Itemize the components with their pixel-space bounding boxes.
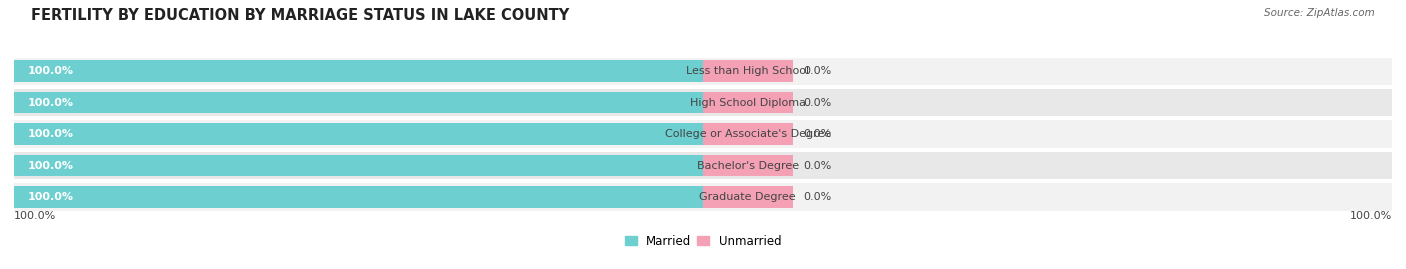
Bar [14,123,703,145]
Bar [14,92,703,113]
Bar [703,92,793,113]
Text: 0.0%: 0.0% [803,192,831,202]
Text: 0.0%: 0.0% [803,98,831,108]
Text: 100.0%: 100.0% [28,98,75,108]
Bar [14,183,1392,211]
Bar [14,152,1392,179]
Bar [703,123,793,145]
Bar [14,58,1392,85]
Text: Less than High School: Less than High School [686,66,810,76]
Text: 0.0%: 0.0% [803,161,831,171]
Text: College or Associate's Degree: College or Associate's Degree [665,129,831,139]
Text: 100.0%: 100.0% [28,129,75,139]
Bar [703,60,793,82]
Bar [14,155,703,176]
Text: Bachelor's Degree: Bachelor's Degree [697,161,799,171]
Text: 100.0%: 100.0% [14,211,56,221]
Bar [14,121,1392,148]
Text: Graduate Degree: Graduate Degree [699,192,796,202]
Bar [14,60,703,82]
Bar [14,89,1392,116]
Bar [703,186,793,208]
Text: 100.0%: 100.0% [28,66,75,76]
Text: High School Diploma: High School Diploma [690,98,806,108]
Legend: Married, Unmarried: Married, Unmarried [620,230,786,253]
Bar [14,186,703,208]
Text: 100.0%: 100.0% [1350,211,1392,221]
Text: 0.0%: 0.0% [803,129,831,139]
Bar [703,155,793,176]
Text: Source: ZipAtlas.com: Source: ZipAtlas.com [1264,8,1375,18]
Text: FERTILITY BY EDUCATION BY MARRIAGE STATUS IN LAKE COUNTY: FERTILITY BY EDUCATION BY MARRIAGE STATU… [31,8,569,23]
Text: 100.0%: 100.0% [28,161,75,171]
Text: 100.0%: 100.0% [28,192,75,202]
Text: 0.0%: 0.0% [803,66,831,76]
